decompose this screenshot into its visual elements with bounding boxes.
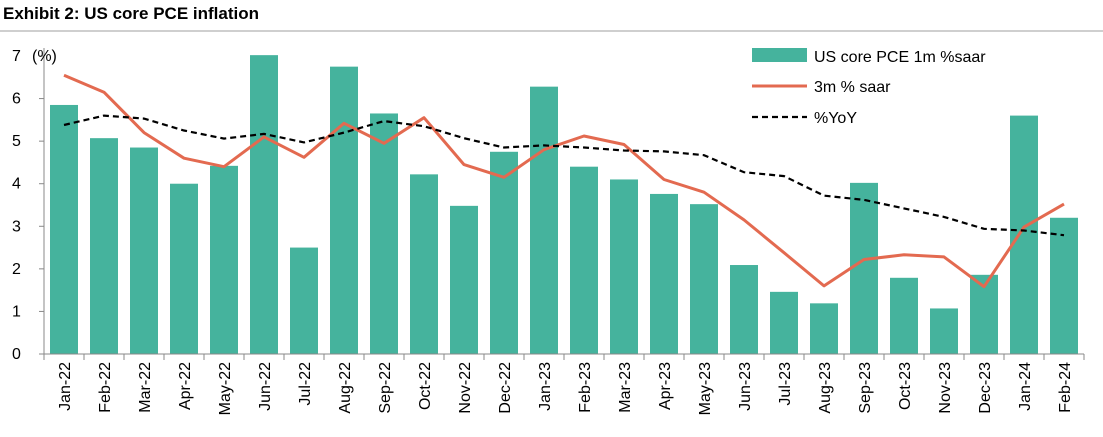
bar-feb-24 [1050,217,1078,354]
x-tick-label: Feb-24 [1057,362,1074,413]
bar-mar-23 [610,179,638,354]
y-tick-label: 7 [12,48,21,65]
bar-jun-22 [250,55,278,355]
y-tick-label: 2 [12,261,21,278]
y-tick-label: 4 [12,176,21,193]
x-tick-label: Mar-22 [137,362,154,413]
x-tick-label: Jun-23 [737,362,754,411]
bar-jan-23 [530,86,558,354]
line-yoy [63,114,1065,237]
y-tick-label: 5 [12,133,21,150]
legend-label: %YoY [814,110,857,127]
legend-label: 3m % saar [814,79,891,96]
bar-jan-24 [1010,115,1038,354]
line-3m-saar [63,73,1065,289]
bar-jul-23 [770,291,798,354]
x-tick-label: Jul-22 [297,362,314,406]
x-tick-label: Apr-22 [177,362,194,410]
line-series [63,73,1065,289]
bar-mar-22 [130,147,158,354]
x-tick-label: Jun-22 [257,362,274,411]
x-tick-label: Nov-22 [457,362,474,414]
bar-dec-22 [490,151,518,354]
bar-may-23 [690,204,718,354]
x-tick-label: Feb-23 [577,362,594,413]
y-axis-unit-label: (%) [32,48,57,65]
bar-aug-22 [330,66,358,355]
bar-jan-22 [50,104,78,354]
bar-series [50,55,1078,355]
legend: US core PCE 1m %saar 3m % saar %YoY [752,48,986,127]
bar-jun-23 [730,265,758,354]
x-tick-label: Jul-23 [777,362,794,406]
x-tick-label: Sep-22 [377,362,394,414]
x-tick-label: Dec-22 [497,362,514,414]
x-tick-label: Apr-23 [657,362,674,410]
bar-oct-23 [890,277,918,354]
bar-apr-22 [170,183,198,354]
bar-apr-23 [650,193,678,354]
legend-label: US core PCE 1m %saar [814,49,986,66]
x-tick-label: Feb-22 [97,362,114,413]
x-tick-label: Aug-22 [337,362,354,414]
x-tick-label: Nov-23 [937,362,954,414]
x-tick-label: Jan-22 [57,362,74,411]
x-tick-label: Mar-23 [617,362,634,413]
x-tick-label: Sep-23 [857,362,874,414]
y-tick-label: 0 [12,346,21,363]
legend-swatch-bars [752,48,807,62]
bar-feb-22 [90,138,118,354]
y-tick-label: 6 [12,91,21,108]
bar-jul-22 [290,247,318,354]
x-tick-label: Oct-22 [417,362,434,410]
chart-title: Exhibit 2: US core PCE inflation [3,4,259,23]
y-tick-label: 1 [12,303,21,320]
x-tick-label: Dec-23 [977,362,994,414]
bar-feb-23 [570,166,598,354]
x-tick-label: Aug-23 [817,362,834,414]
bar-nov-22 [450,205,478,354]
bar-may-22 [210,165,238,354]
bar-aug-23 [810,303,838,354]
bar-nov-23 [930,308,958,354]
x-tick-label: May-23 [697,362,714,415]
x-tick-label: Jan-23 [537,362,554,411]
title-divider [0,30,1103,32]
bar-oct-22 [410,174,438,354]
axes: 0 1 2 3 4 5 6 7 (%) Jan-22 Feb-22 Mar-22 Apr-22 May-2… [12,48,1085,415]
x-tick-label: Jan-24 [1017,362,1034,411]
x-tick-label: Oct-23 [897,362,914,410]
bar-sep-22 [370,113,398,354]
bar-sep-23 [850,182,878,354]
y-tick-label: 3 [12,218,21,235]
x-tick-label: May-22 [217,362,234,415]
